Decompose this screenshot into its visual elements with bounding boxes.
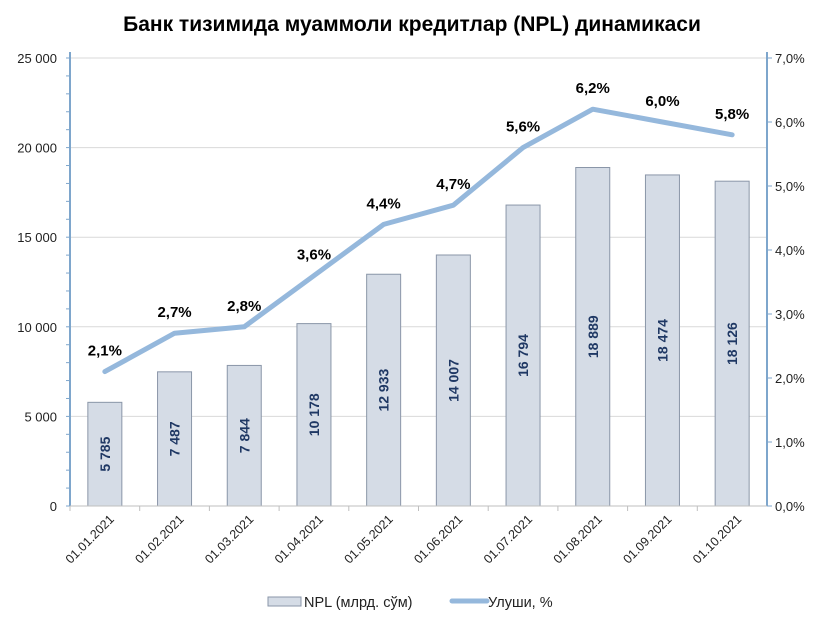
- line-value-label: 2,8%: [227, 298, 261, 315]
- bar-value-label: 14 007: [445, 359, 461, 402]
- legend-share-label: Улуши, %: [488, 595, 553, 611]
- y-right-tick-label: 3,0%: [775, 307, 805, 322]
- bar: [366, 273, 402, 507]
- bar-value-label: 5 785: [97, 436, 113, 471]
- x-tick-label: 01.05.2021: [342, 512, 396, 566]
- line-value-label: 4,7%: [436, 176, 470, 193]
- y-right-tick-label: 1,0%: [775, 435, 805, 450]
- bar-value-label: 18 126: [724, 322, 740, 365]
- x-tick-label: 01.10.2021: [690, 512, 744, 566]
- y-left-tick-label: 0: [50, 499, 57, 514]
- bar: [296, 323, 332, 507]
- y-right-tick-label: 6,0%: [775, 115, 805, 130]
- y-right-tick-label: 4,0%: [775, 243, 805, 258]
- bar-value-label: 10 178: [306, 393, 322, 436]
- line-value-label: 2,7%: [157, 304, 191, 321]
- line-value-label: 5,8%: [715, 106, 749, 123]
- x-tick-label: 01.02.2021: [133, 512, 187, 566]
- x-tick-label: 01.03.2021: [202, 512, 256, 566]
- y-right-tick-label: 2,0%: [775, 371, 805, 386]
- bar-value-label: 18 889: [585, 315, 601, 358]
- legend: NPL (млрд. сўм) Улуши, %: [267, 595, 553, 611]
- x-tick-label: 01.01.2021: [63, 512, 117, 566]
- x-tick-label: 01.06.2021: [411, 512, 465, 566]
- bar: [226, 364, 262, 507]
- bar: [644, 174, 680, 507]
- y-right-tick-label: 0,0%: [775, 499, 805, 514]
- legend-bar-swatch: [267, 596, 302, 607]
- x-tick-label: 01.07.2021: [481, 512, 535, 566]
- x-tick-label: 01.04.2021: [272, 512, 326, 566]
- bar: [435, 254, 471, 507]
- bar: [505, 204, 541, 507]
- bar-value-label: 12 933: [376, 369, 392, 412]
- y-left-tick-label: 25 000: [17, 51, 57, 66]
- line-value-label: 6,0%: [645, 93, 679, 110]
- y-right-tick-label: 7,0%: [775, 51, 805, 66]
- share-line: [102, 106, 735, 375]
- bar: [714, 180, 750, 507]
- y-left-tick-label: 10 000: [17, 320, 57, 335]
- line-value-label: 3,6%: [297, 247, 331, 264]
- line-value-label: 5,6%: [506, 119, 540, 136]
- legend-npl-label: NPL (млрд. сўм): [304, 595, 413, 611]
- x-tick-label: 01.09.2021: [620, 512, 674, 566]
- bar-value-label: 7 844: [236, 418, 252, 453]
- chart-title: Банк тизимида муаммоли кредитлар (NPL) д…: [123, 13, 701, 36]
- y-left-tick-label: 15 000: [17, 230, 57, 245]
- y-left-tick-label: 20 000: [17, 141, 57, 156]
- bar-value-label: 16 794: [515, 334, 531, 377]
- y-left-tick-label: 5 000: [24, 409, 57, 424]
- bar-value-label: 18 474: [654, 319, 670, 362]
- line-value-label: 6,2%: [576, 80, 610, 97]
- line-value-label: 4,4%: [367, 195, 401, 212]
- bar-value-label: 7 487: [167, 421, 183, 456]
- line-value-label: 2,1%: [88, 343, 122, 360]
- x-tick-label: 01.08.2021: [551, 512, 605, 566]
- bar: [87, 401, 123, 507]
- bar: [575, 167, 611, 507]
- y-right-tick-label: 5,0%: [775, 179, 805, 194]
